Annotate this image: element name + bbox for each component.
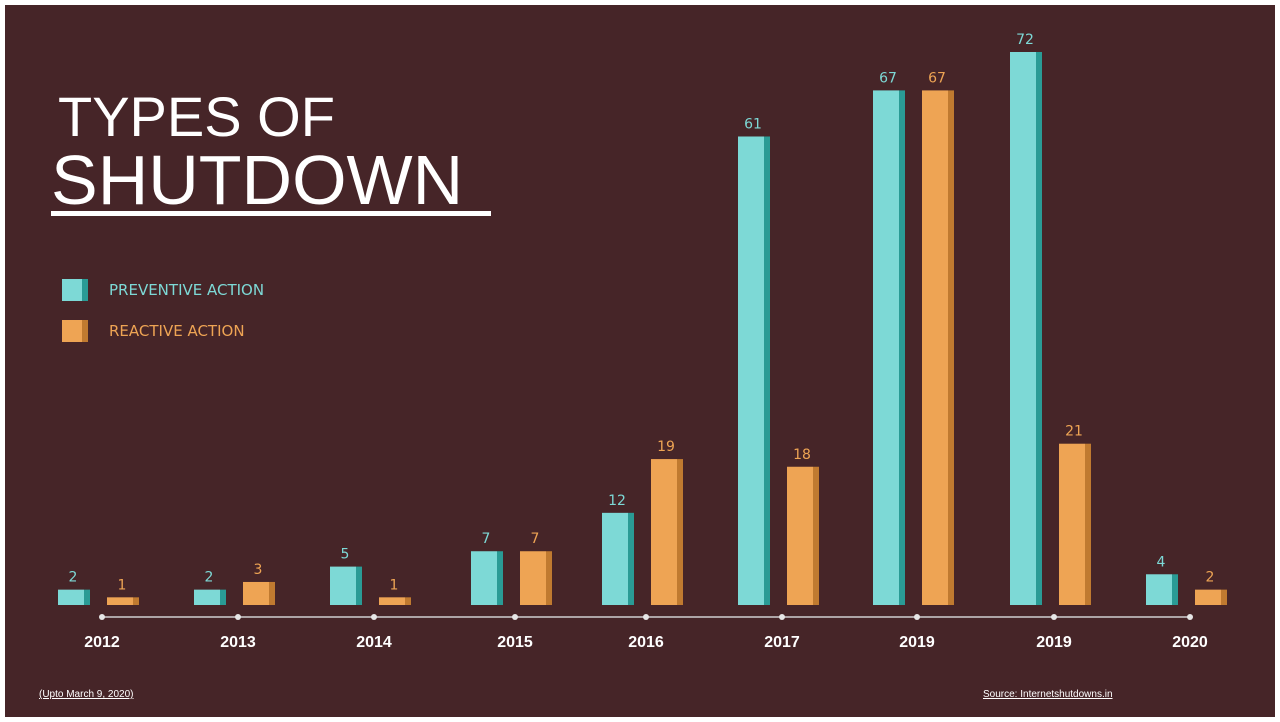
bar-reactive [922,90,948,606]
bar-preventive [58,589,84,605]
legend-label-reactive: REACTIVE ACTION [109,322,245,340]
x-tick-label: 2019 [1036,634,1072,651]
x-tick-label: 2015 [497,634,533,651]
source-link[interactable]: Source: Internetshutdowns.in [983,689,1113,700]
legend-swatch-preventive [62,279,88,301]
bar-preventive [1010,52,1036,605]
data-label-preventive: 72 [1016,32,1034,48]
data-label-preventive: 67 [879,70,897,86]
chart-title-line1: TYPES OF [58,85,335,148]
bar-preventive-side [497,551,503,605]
bar-reactive-side [677,459,683,605]
x-axis-tick-dot [914,614,920,620]
bar-reactive [1059,443,1085,605]
bar-preventive-side [356,566,362,605]
x-axis-tick-dot [371,614,377,620]
bar-reactive-side [948,90,954,606]
bar-preventive-side [764,136,770,605]
x-axis-tick-dot [779,614,785,620]
bar-reactive [1195,589,1221,605]
x-tick-label: 2014 [356,634,392,651]
x-tick-label: 2016 [628,634,664,651]
bar-reactive-side [546,551,552,605]
x-axis-tick-dot [643,614,649,620]
bar-reactive-side [133,597,139,605]
legend-item-reactive: REACTIVE ACTION [62,319,245,343]
bar-reactive-side [405,597,411,605]
x-tick-label: 2012 [84,634,120,651]
data-label-reactive: 1 [118,577,127,593]
bar-preventive-side [84,589,90,605]
x-tick-label: 2020 [1172,634,1208,651]
title-underline [51,211,491,216]
x-tick-label: 2013 [220,634,256,651]
bar-reactive [651,459,677,605]
slide-background: TYPES OF SHUTDOWN PREVENTIVE ACTION REAC… [5,5,1275,717]
bar-preventive-side [899,90,905,606]
data-label-preventive: 4 [1157,554,1166,570]
bar-preventive [602,512,628,605]
data-label-preventive: 2 [69,570,78,586]
data-label-reactive: 67 [928,70,946,86]
bar-reactive-side [1221,589,1227,605]
data-label-preventive: 7 [482,531,491,547]
bar-preventive [330,566,356,605]
legend-label-preventive: PREVENTIVE ACTION [109,281,265,299]
data-label-preventive: 61 [744,116,762,132]
x-tick-label: 2017 [764,634,800,651]
bar-reactive-side [813,466,819,605]
data-label-reactive: 19 [657,439,675,455]
data-label-preventive: 2 [205,570,214,586]
x-axis-tick-dot [1187,614,1193,620]
data-label-reactive: 1 [390,577,399,593]
data-label-reactive: 21 [1065,424,1083,440]
bar-preventive [194,589,220,605]
bar-preventive-side [1172,574,1178,605]
footnote-date[interactable]: (Upto March 9, 2020) [39,689,134,700]
bar-reactive-side [269,581,275,605]
data-label-reactive: 2 [1206,570,1215,586]
bar-reactive [379,597,405,605]
data-label-preventive: 5 [341,547,350,563]
legend-item-preventive: PREVENTIVE ACTION [62,278,264,302]
x-tick-label: 2019 [899,634,935,651]
bar-preventive [738,136,764,605]
legend-swatch-reactive-side [82,320,88,342]
bar-reactive-side [1085,443,1091,605]
bar-preventive [471,551,497,605]
data-label-preventive: 12 [608,493,626,509]
bar-preventive-side [628,512,634,605]
legend-swatch-reactive [62,320,88,342]
x-axis-tick-dot [99,614,105,620]
bar-preventive-side [1036,52,1042,605]
x-axis-tick-dot [235,614,241,620]
data-label-reactive: 18 [793,447,811,463]
bar-reactive [520,551,546,605]
x-axis-tick-dot [1051,614,1057,620]
data-label-reactive: 7 [531,531,540,547]
x-axis-tick-dot [512,614,518,620]
data-label-reactive: 3 [254,562,263,578]
bar-reactive [787,466,813,605]
chart-title-line2: SHUTDOWN [51,141,464,219]
bar-reactive [107,597,133,605]
bar-reactive [243,581,269,605]
bar-preventive [873,90,899,606]
bar-preventive [1146,574,1172,605]
bar-preventive-side [220,589,226,605]
legend-swatch-preventive-side [82,279,88,301]
